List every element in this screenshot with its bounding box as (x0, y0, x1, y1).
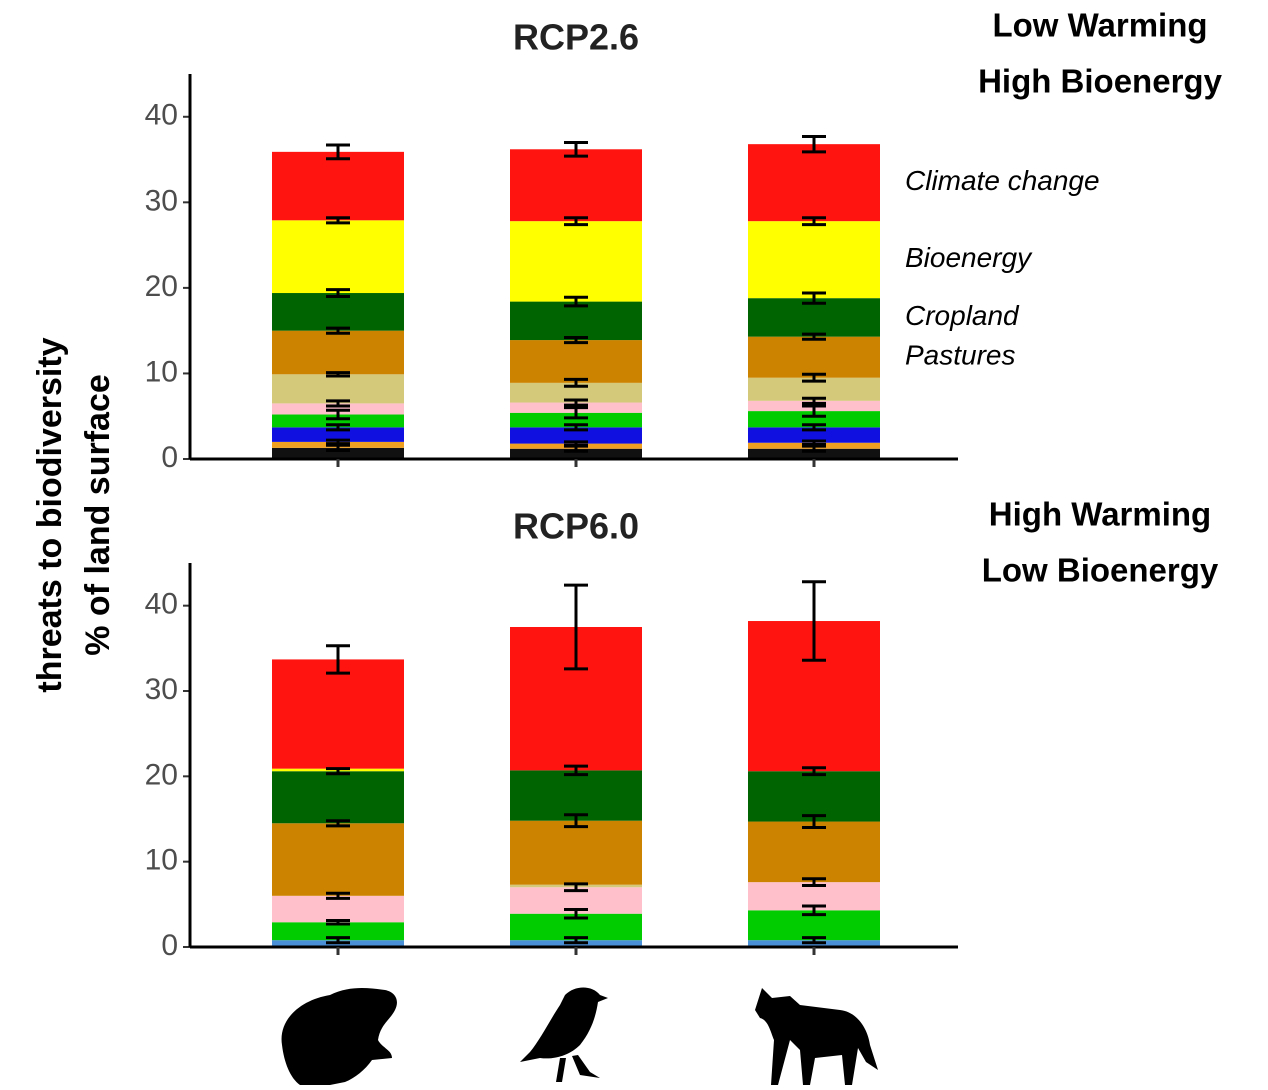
legend-label: Pastures (905, 340, 1016, 371)
y-axis-label: threats to biodiversity (31, 337, 69, 692)
bar-segment (510, 821, 642, 885)
y-tick-label: 20 (145, 270, 178, 303)
bar-segment (510, 340, 642, 383)
annotation: Low Warming (992, 7, 1207, 44)
bar-segment (748, 771, 880, 821)
y-tick-label: 0 (161, 929, 178, 962)
y-tick-label: 10 (145, 355, 178, 388)
y-tick-label: 10 (145, 844, 178, 877)
bar-segment (748, 221, 880, 298)
bar-segment (272, 293, 404, 331)
bar-segment (748, 144, 880, 221)
y-label-1: threats to biodiversity (31, 337, 69, 692)
bar-segment (510, 221, 642, 301)
y-tick-label: 40 (145, 588, 178, 621)
wolf-icon (755, 988, 878, 1085)
chart-title: RCP6.0 (513, 506, 639, 547)
y-tick-label: 30 (145, 184, 178, 217)
bar-segment (272, 152, 404, 220)
animal-icons (282, 988, 878, 1086)
y-tick-label: 0 (161, 441, 178, 474)
legend-label: Cropland (905, 300, 1020, 331)
bar-segment (748, 337, 880, 378)
bar-segment (272, 331, 404, 375)
bar-segment (272, 659, 404, 768)
y-tick-label: 30 (145, 673, 178, 706)
bar-segment (272, 374, 404, 403)
bar-segment (510, 770, 642, 820)
legend-label: Climate change (905, 165, 1100, 196)
frog-icon (282, 988, 397, 1085)
legend-label: Bioenergy (905, 242, 1033, 273)
bar-segment (510, 149, 642, 221)
y-axis-label: % of land surface (79, 374, 117, 656)
bar-segment (272, 220, 404, 293)
figure: threats to biodiversity % of land surfac… (0, 0, 1268, 1090)
bar-segment (272, 823, 404, 896)
bird-icon (520, 988, 608, 1083)
y-tick-label: 40 (145, 99, 178, 132)
annotation: High Warming (989, 496, 1211, 533)
y-label-2: % of land surface (79, 374, 117, 656)
annotation: High Bioenergy (978, 63, 1223, 100)
y-tick-label: 20 (145, 758, 178, 791)
chart-title: RCP2.6 (513, 17, 639, 58)
annotation: Low Bioenergy (982, 552, 1219, 589)
bar-segment (272, 771, 404, 823)
bar-segment (748, 822, 880, 883)
